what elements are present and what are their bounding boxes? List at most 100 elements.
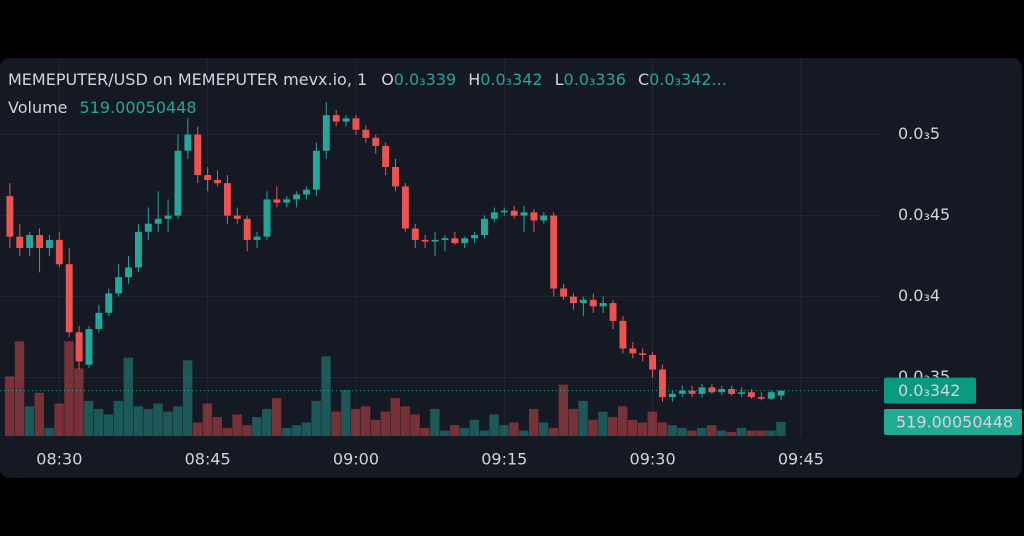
candle-body <box>115 277 123 294</box>
candle-body <box>560 288 568 297</box>
candle-body <box>579 299 587 304</box>
candle-body <box>283 199 291 203</box>
candle-body <box>55 239 63 265</box>
candle-body <box>392 166 399 187</box>
volume-bar <box>509 422 519 436</box>
volume-bar <box>44 427 54 436</box>
candle-body <box>589 299 597 307</box>
volume-bar <box>202 403 213 436</box>
volume-bar <box>746 430 756 436</box>
candle-body <box>134 231 142 268</box>
volume-bar <box>528 408 539 436</box>
volume-bar <box>54 403 64 436</box>
volume-name: Volume <box>8 98 68 117</box>
candle-body <box>214 179 221 184</box>
candle-body <box>688 390 696 394</box>
volume-bar <box>667 425 677 436</box>
symbol-title: MEMEPUTER/USD on MEMEPUTER mevx.io, 1 <box>8 70 367 89</box>
volume-bar <box>776 421 786 436</box>
candle-body <box>659 369 666 398</box>
candle-body <box>243 218 251 240</box>
candle-body <box>303 189 310 195</box>
volume-bar <box>627 419 638 436</box>
legend-value: 0.0₃336 <box>564 70 626 89</box>
volume-bar <box>271 398 282 436</box>
candle-body <box>728 389 736 394</box>
candle-body <box>253 236 261 240</box>
volume-bar <box>242 425 252 436</box>
volume-bar <box>64 341 74 436</box>
volume-bar <box>400 406 410 436</box>
candle-body <box>708 387 716 393</box>
volume-badge-label: 519.00050448 <box>896 412 1013 431</box>
volume-bar <box>311 400 321 436</box>
candle-body <box>718 389 726 393</box>
candle-body <box>629 348 637 354</box>
volume-bar <box>74 368 84 436</box>
candle-body <box>45 239 53 248</box>
volume-bar <box>637 422 648 436</box>
candle-body <box>668 393 676 398</box>
candle-body <box>184 134 192 151</box>
x-tick-label: 09:30 <box>630 450 676 469</box>
volume-bar <box>133 406 143 436</box>
candle-body <box>372 137 380 146</box>
legend-key: H <box>468 70 480 89</box>
candle-body <box>441 238 449 240</box>
price-badge <box>884 377 976 404</box>
volume-bar <box>182 360 193 436</box>
candle-body <box>322 115 330 151</box>
volume-bar <box>766 430 776 436</box>
volume-bar <box>153 403 163 436</box>
chart-panel <box>0 58 1022 478</box>
candle-body <box>490 212 498 219</box>
candle-body <box>382 145 390 167</box>
volume-bar <box>301 422 311 436</box>
candle-body <box>263 199 271 237</box>
volume-bar <box>24 406 35 436</box>
volume-bar <box>370 419 381 436</box>
volume-bar <box>469 419 480 436</box>
candle-body <box>95 312 103 330</box>
candle-body <box>748 392 755 398</box>
volume-bar <box>390 398 400 436</box>
volume-bar <box>578 400 588 436</box>
volume-bar <box>657 422 667 436</box>
candle-body <box>125 267 132 278</box>
volume-bar <box>4 376 15 436</box>
volume-bar <box>726 431 737 436</box>
legend-key: L <box>555 70 564 89</box>
volume-bar <box>588 419 598 436</box>
volume-bar <box>192 422 203 436</box>
candle-body <box>174 150 182 216</box>
candle-body <box>293 194 301 200</box>
volume-bar <box>341 390 351 436</box>
price-badge-label: 0.0₃342 <box>898 381 960 400</box>
volume-bar <box>697 427 707 436</box>
legend-value: 0.0₃339 <box>394 70 456 89</box>
volume-bar <box>143 408 153 436</box>
volume-bar <box>420 427 430 436</box>
candle-body <box>411 228 419 240</box>
candle-body <box>550 215 558 289</box>
candle-body <box>401 186 409 229</box>
candle-body <box>16 236 24 248</box>
volume-bar <box>351 408 361 436</box>
candle-body <box>154 218 162 224</box>
x-tick-label: 08:30 <box>36 450 82 469</box>
candle-body <box>678 390 686 394</box>
legend-key: O <box>381 70 394 89</box>
candle-body <box>481 218 488 236</box>
volume-bar <box>410 414 420 436</box>
y-tick-label: 0.0₃45 <box>898 205 950 224</box>
volume-bar <box>281 427 292 436</box>
candle-body <box>698 387 706 394</box>
candle-body <box>75 332 83 362</box>
volume-bar <box>173 406 183 436</box>
volume-legend: Volume 519.00050448 <box>8 98 197 117</box>
candle-body <box>599 303 607 307</box>
candle-body <box>273 199 281 203</box>
volume-bar <box>163 411 173 436</box>
